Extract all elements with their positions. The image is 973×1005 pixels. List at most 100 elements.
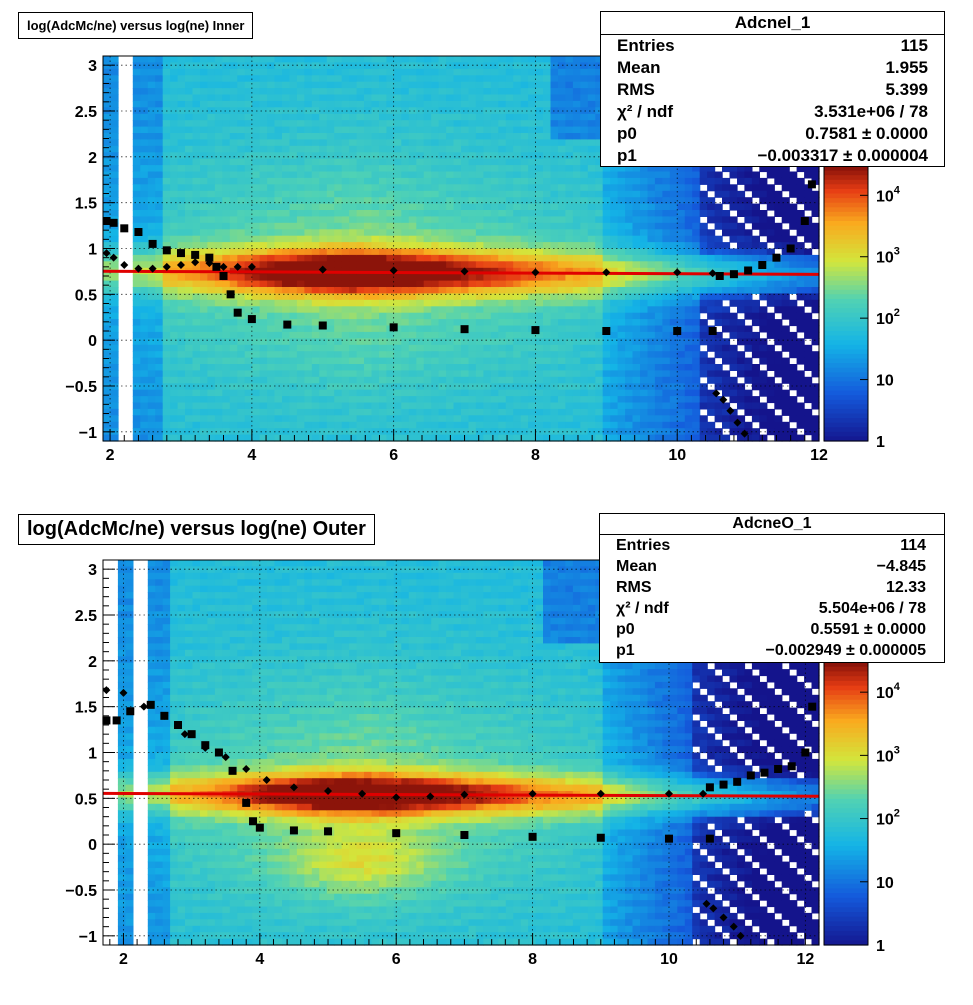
heatmap-cell (162, 126, 171, 134)
heatmap-cell (177, 235, 186, 243)
heatmap-cell (475, 389, 484, 397)
heatmap-cell (371, 100, 380, 108)
heatmap-cell (565, 254, 574, 262)
heatmap-cell (438, 100, 447, 108)
heatmap-cell (625, 242, 634, 250)
heatmap-cell (207, 184, 216, 192)
heatmap-cell (543, 242, 552, 250)
heatmap-cell (252, 171, 261, 179)
heatmap-cell (438, 81, 447, 89)
heatmap-cell (744, 242, 753, 250)
heatmap-cell (364, 344, 373, 352)
heatmap-cell (244, 145, 253, 153)
heatmap-cell (252, 94, 261, 102)
heatmap-cell (341, 428, 350, 436)
heatmap-cell (237, 351, 246, 359)
heatmap-cell (617, 267, 626, 275)
heatmap-cell (289, 364, 298, 371)
heatmap-cell (304, 197, 313, 205)
heatmap-cell (446, 254, 455, 262)
heatmap-cell (177, 171, 186, 179)
heatmap-cell (408, 145, 417, 153)
heatmap-cell (625, 177, 634, 185)
heatmap-cell (580, 210, 589, 217)
heatmap-cell (371, 370, 380, 378)
heatmap-cell (558, 235, 567, 243)
heatmap-cell (654, 396, 663, 404)
heatmap-cell (289, 152, 298, 160)
heatmap-cell (334, 197, 343, 205)
heatmap-cell (207, 242, 216, 250)
heatmap-cell (147, 56, 156, 63)
heatmap-cell (543, 100, 552, 108)
heatmap-cell (550, 75, 559, 83)
heatmap-cell (334, 222, 343, 230)
heatmap-cell (244, 383, 253, 391)
heatmap-cell (244, 338, 253, 346)
heatmap-cell (103, 145, 112, 153)
heatmap-cell (595, 396, 604, 404)
heatmap-cell (617, 383, 626, 391)
heatmap-cell (140, 351, 149, 359)
heatmap-cell (311, 62, 320, 70)
heatmap-cell (595, 94, 604, 102)
heatmap-cell (647, 165, 656, 173)
heatmap-cell (722, 190, 731, 198)
heatmap-cell (558, 287, 567, 294)
heatmap-cell (453, 370, 462, 378)
heatmap-cell (371, 171, 380, 179)
heatmap-cell (468, 126, 477, 134)
heatmap-cell (371, 312, 380, 320)
heatmap-cell (580, 62, 589, 70)
heatmap-cell (341, 210, 350, 217)
heatmap-cell (326, 325, 335, 333)
heatmap-cell (520, 222, 529, 230)
heatmap-cell (558, 88, 567, 96)
heatmap-cell (565, 216, 574, 224)
heatmap-cell (244, 344, 253, 352)
heatmap-cell (446, 94, 455, 102)
heatmap-cell (393, 421, 402, 429)
heatmap-cell (386, 248, 395, 256)
heatmap-cell (654, 261, 663, 269)
heatmap-cell (498, 299, 507, 307)
heatmap-cell (677, 203, 686, 211)
heatmap-cell (520, 331, 529, 339)
heatmap-cell (617, 177, 626, 185)
heatmap-cell (379, 158, 388, 166)
heatmap-cell (401, 81, 410, 89)
heatmap-cell (341, 165, 350, 173)
heatmap-cell (155, 56, 164, 63)
heatmap-cell (341, 319, 350, 327)
heatmap-cell (558, 94, 567, 102)
heatmap-cell (617, 319, 626, 327)
heatmap-cell (356, 94, 365, 102)
heatmap-cell (140, 75, 149, 83)
heatmap-cell (103, 370, 112, 378)
heatmap-cell (543, 434, 552, 442)
heatmap-cell (229, 165, 238, 173)
heatmap-cell (543, 184, 552, 192)
heatmap-cell (200, 242, 209, 250)
heatmap-cell (737, 165, 746, 173)
heatmap-cell (438, 408, 447, 416)
heatmap-cell (423, 56, 432, 63)
heatmap-cell (684, 165, 693, 173)
heatmap-cell (356, 216, 365, 224)
heatmap-cell (192, 235, 201, 243)
heatmap-cell (103, 203, 112, 211)
heatmap-cell (535, 62, 544, 70)
heatmap-cell (632, 190, 641, 198)
heatmap-cell (110, 396, 119, 404)
heatmap-cell (505, 280, 514, 288)
heatmap-cell (229, 100, 238, 108)
heatmap-cell (110, 287, 119, 294)
heatmap-cell (326, 248, 335, 256)
heatmap-cell (140, 370, 149, 378)
heatmap-cell (669, 299, 678, 307)
heatmap-cell (483, 190, 492, 198)
heatmap-cell (267, 344, 276, 352)
heatmap-cell (640, 216, 649, 224)
heatmap-cell (550, 293, 559, 301)
heatmap-cell (446, 139, 455, 147)
